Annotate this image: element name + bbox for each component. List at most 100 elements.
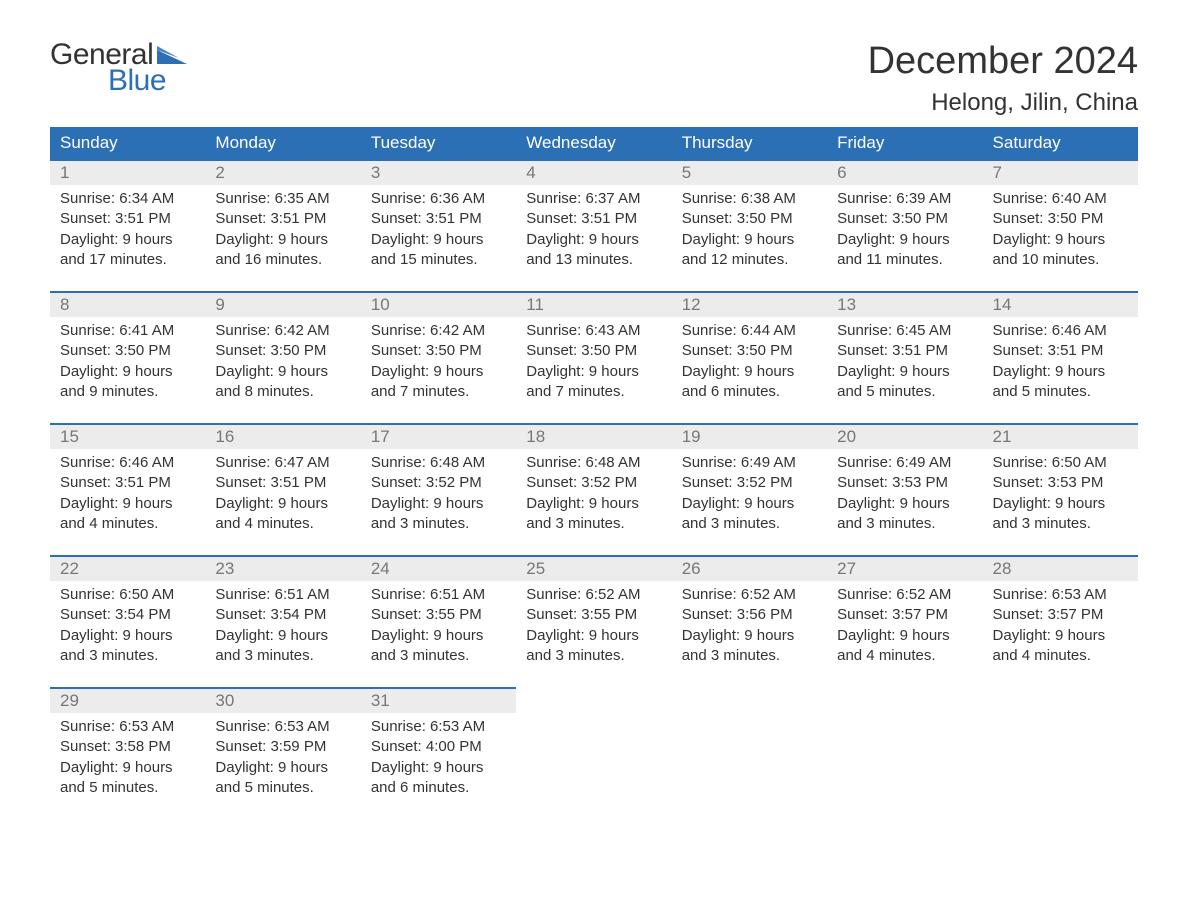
day-number: 2 bbox=[205, 161, 360, 185]
day-number: 26 bbox=[672, 557, 827, 581]
day-data: Sunrise: 6:34 AMSunset: 3:51 PMDaylight:… bbox=[50, 185, 205, 274]
dl1-line: Daylight: 9 hours bbox=[993, 494, 1128, 514]
day-number: 6 bbox=[827, 161, 982, 185]
day-cell: 13Sunrise: 6:45 AMSunset: 3:51 PMDayligh… bbox=[827, 291, 982, 423]
sunrise-line: Sunrise: 6:48 AM bbox=[371, 453, 506, 473]
location-label: Helong, Jilin, China bbox=[868, 89, 1138, 117]
day-cell: 2Sunrise: 6:35 AMSunset: 3:51 PMDaylight… bbox=[205, 159, 360, 291]
day-cell: 26Sunrise: 6:52 AMSunset: 3:56 PMDayligh… bbox=[672, 555, 827, 687]
day-data: Sunrise: 6:43 AMSunset: 3:50 PMDaylight:… bbox=[516, 317, 671, 406]
dl1-line: Daylight: 9 hours bbox=[993, 626, 1128, 646]
dl2-line: and 3 minutes. bbox=[526, 514, 661, 534]
day-number: 12 bbox=[672, 293, 827, 317]
sunset-line: Sunset: 3:50 PM bbox=[837, 209, 972, 229]
dl1-line: Daylight: 9 hours bbox=[60, 230, 195, 250]
sunrise-line: Sunrise: 6:50 AM bbox=[60, 585, 195, 605]
sunset-line: Sunset: 3:50 PM bbox=[526, 341, 661, 361]
sunset-line: Sunset: 3:53 PM bbox=[993, 473, 1128, 493]
day-cell bbox=[983, 687, 1138, 819]
day-cell: 14Sunrise: 6:46 AMSunset: 3:51 PMDayligh… bbox=[983, 291, 1138, 423]
day-number: 29 bbox=[50, 689, 205, 713]
sunset-line: Sunset: 3:58 PM bbox=[60, 737, 195, 757]
sunrise-line: Sunrise: 6:43 AM bbox=[526, 321, 661, 341]
day-number: 31 bbox=[361, 689, 516, 713]
dl1-line: Daylight: 9 hours bbox=[682, 494, 817, 514]
dl2-line: and 6 minutes. bbox=[371, 778, 506, 798]
day-data: Sunrise: 6:45 AMSunset: 3:51 PMDaylight:… bbox=[827, 317, 982, 406]
sunrise-line: Sunrise: 6:52 AM bbox=[526, 585, 661, 605]
dl2-line: and 7 minutes. bbox=[371, 382, 506, 402]
sunset-line: Sunset: 4:00 PM bbox=[371, 737, 506, 757]
day-cell bbox=[516, 687, 671, 819]
sunset-line: Sunset: 3:54 PM bbox=[60, 605, 195, 625]
dl2-line: and 3 minutes. bbox=[215, 646, 350, 666]
sunrise-line: Sunrise: 6:48 AM bbox=[526, 453, 661, 473]
dl1-line: Daylight: 9 hours bbox=[215, 758, 350, 778]
dl2-line: and 17 minutes. bbox=[60, 250, 195, 270]
dl2-line: and 3 minutes. bbox=[993, 514, 1128, 534]
day-cell: 1Sunrise: 6:34 AMSunset: 3:51 PMDaylight… bbox=[50, 159, 205, 291]
dl1-line: Daylight: 9 hours bbox=[60, 758, 195, 778]
dl1-line: Daylight: 9 hours bbox=[215, 362, 350, 382]
dl1-line: Daylight: 9 hours bbox=[526, 230, 661, 250]
day-data: Sunrise: 6:50 AMSunset: 3:53 PMDaylight:… bbox=[983, 449, 1138, 538]
col-thursday: Thursday bbox=[672, 127, 827, 159]
page-title: December 2024 bbox=[868, 40, 1138, 83]
sunrise-line: Sunrise: 6:45 AM bbox=[837, 321, 972, 341]
day-data: Sunrise: 6:51 AMSunset: 3:55 PMDaylight:… bbox=[361, 581, 516, 670]
sunrise-line: Sunrise: 6:44 AM bbox=[682, 321, 817, 341]
day-data: Sunrise: 6:52 AMSunset: 3:57 PMDaylight:… bbox=[827, 581, 982, 670]
week-row: 1Sunrise: 6:34 AMSunset: 3:51 PMDaylight… bbox=[50, 159, 1138, 291]
dl2-line: and 6 minutes. bbox=[682, 382, 817, 402]
sunset-line: Sunset: 3:52 PM bbox=[371, 473, 506, 493]
col-wednesday: Wednesday bbox=[516, 127, 671, 159]
day-number: 10 bbox=[361, 293, 516, 317]
day-number: 25 bbox=[516, 557, 671, 581]
day-cell: 17Sunrise: 6:48 AMSunset: 3:52 PMDayligh… bbox=[361, 423, 516, 555]
day-cell: 3Sunrise: 6:36 AMSunset: 3:51 PMDaylight… bbox=[361, 159, 516, 291]
col-friday: Friday bbox=[827, 127, 982, 159]
dl1-line: Daylight: 9 hours bbox=[371, 758, 506, 778]
day-number: 15 bbox=[50, 425, 205, 449]
dl2-line: and 3 minutes. bbox=[526, 646, 661, 666]
sunset-line: Sunset: 3:50 PM bbox=[682, 209, 817, 229]
sunrise-line: Sunrise: 6:53 AM bbox=[60, 717, 195, 737]
day-number: 28 bbox=[983, 557, 1138, 581]
day-number: 13 bbox=[827, 293, 982, 317]
header-bar: General Blue December 2024 Helong, Jilin… bbox=[50, 40, 1138, 117]
dl1-line: Daylight: 9 hours bbox=[526, 362, 661, 382]
day-cell: 12Sunrise: 6:44 AMSunset: 3:50 PMDayligh… bbox=[672, 291, 827, 423]
day-number: 30 bbox=[205, 689, 360, 713]
dl2-line: and 15 minutes. bbox=[371, 250, 506, 270]
sunset-line: Sunset: 3:51 PM bbox=[60, 473, 195, 493]
dl2-line: and 5 minutes. bbox=[215, 778, 350, 798]
col-sunday: Sunday bbox=[50, 127, 205, 159]
day-number: 1 bbox=[50, 161, 205, 185]
day-cell: 10Sunrise: 6:42 AMSunset: 3:50 PMDayligh… bbox=[361, 291, 516, 423]
sunrise-line: Sunrise: 6:51 AM bbox=[371, 585, 506, 605]
col-tuesday: Tuesday bbox=[361, 127, 516, 159]
day-cell: 4Sunrise: 6:37 AMSunset: 3:51 PMDaylight… bbox=[516, 159, 671, 291]
sunset-line: Sunset: 3:53 PM bbox=[837, 473, 972, 493]
day-number: 16 bbox=[205, 425, 360, 449]
day-data: Sunrise: 6:53 AMSunset: 3:57 PMDaylight:… bbox=[983, 581, 1138, 670]
dl1-line: Daylight: 9 hours bbox=[60, 362, 195, 382]
dl2-line: and 8 minutes. bbox=[215, 382, 350, 402]
day-data: Sunrise: 6:53 AMSunset: 4:00 PMDaylight:… bbox=[361, 713, 516, 802]
sunset-line: Sunset: 3:52 PM bbox=[682, 473, 817, 493]
sunset-line: Sunset: 3:50 PM bbox=[993, 209, 1128, 229]
sunset-line: Sunset: 3:51 PM bbox=[993, 341, 1128, 361]
dl2-line: and 4 minutes. bbox=[215, 514, 350, 534]
dl1-line: Daylight: 9 hours bbox=[371, 230, 506, 250]
sunset-line: Sunset: 3:51 PM bbox=[215, 473, 350, 493]
sunset-line: Sunset: 3:50 PM bbox=[371, 341, 506, 361]
dl1-line: Daylight: 9 hours bbox=[371, 494, 506, 514]
sunrise-line: Sunrise: 6:50 AM bbox=[993, 453, 1128, 473]
day-number: 20 bbox=[827, 425, 982, 449]
weekday-header-row: Sunday Monday Tuesday Wednesday Thursday… bbox=[50, 127, 1138, 159]
dl1-line: Daylight: 9 hours bbox=[215, 494, 350, 514]
dl1-line: Daylight: 9 hours bbox=[60, 626, 195, 646]
sunset-line: Sunset: 3:51 PM bbox=[526, 209, 661, 229]
dl2-line: and 5 minutes. bbox=[993, 382, 1128, 402]
dl2-line: and 3 minutes. bbox=[371, 514, 506, 534]
